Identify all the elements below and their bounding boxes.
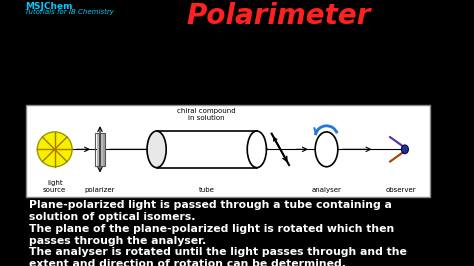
Text: MSJChem: MSJChem (25, 2, 73, 11)
Bar (99, 133, 100, 166)
Bar (97, 133, 99, 166)
Text: extent and direction of rotation can be determined.: extent and direction of rotation can be … (28, 259, 346, 266)
Bar (95, 133, 96, 166)
Bar (26, 105, 430, 197)
Text: chiral compound
in solution: chiral compound in solution (177, 108, 236, 121)
Ellipse shape (147, 131, 166, 168)
Text: Polarimeter: Polarimeter (186, 2, 371, 30)
Text: passes through the analyser.: passes through the analyser. (28, 236, 206, 246)
Ellipse shape (315, 132, 338, 167)
Text: analyser: analyser (311, 188, 341, 193)
Bar (156, 131, 257, 168)
Bar (95, 133, 105, 166)
Text: light
source: light source (43, 180, 66, 193)
Text: tube: tube (199, 188, 215, 193)
Text: polarizer: polarizer (85, 188, 115, 193)
Text: Tutorials for IB Chemistry: Tutorials for IB Chemistry (25, 9, 114, 15)
Bar (101, 133, 103, 166)
Bar (103, 133, 105, 166)
Ellipse shape (247, 131, 266, 168)
Ellipse shape (401, 145, 409, 154)
Text: solution of optical isomers.: solution of optical isomers. (28, 212, 195, 222)
Text: The analyser is rotated until the light passes through and the: The analyser is rotated until the light … (28, 247, 406, 257)
Text: observer: observer (385, 188, 416, 193)
Circle shape (37, 132, 72, 167)
Text: Plane-polarized light is passed through a tube containing a: Plane-polarized light is passed through … (28, 200, 392, 210)
Text: The plane of the plane-polarized light is rotated which then: The plane of the plane-polarized light i… (28, 224, 394, 234)
